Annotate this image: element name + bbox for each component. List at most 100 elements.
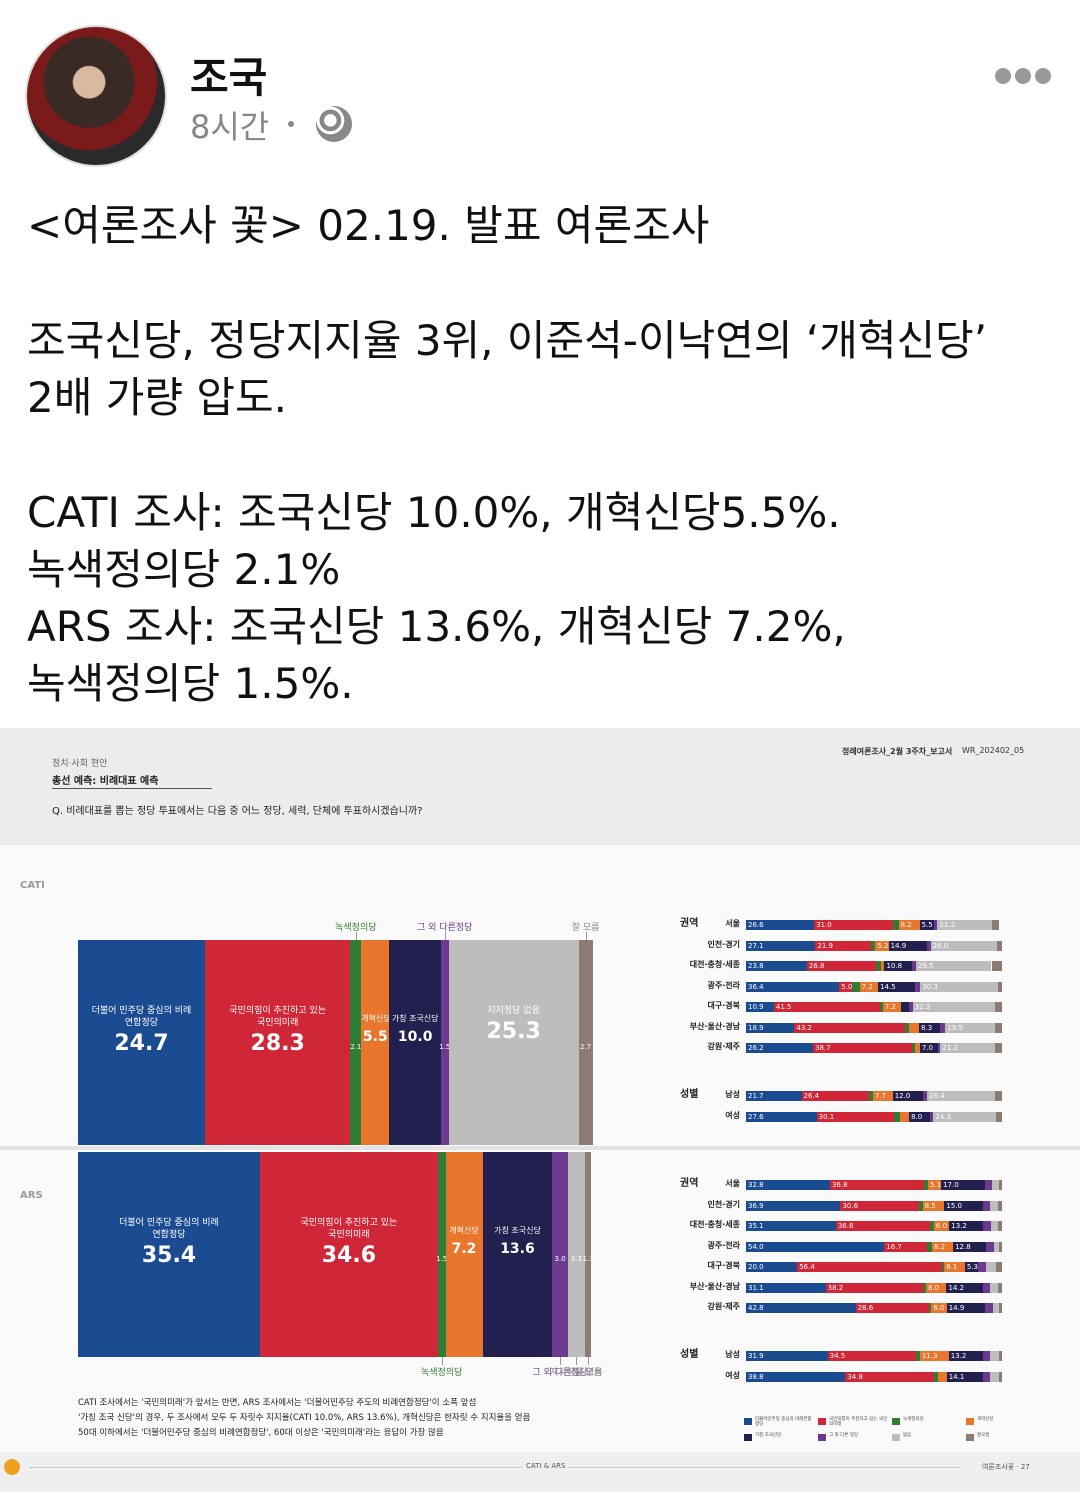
row-segment: [945, 1022, 996, 1033]
row-segment: [998, 1221, 1002, 1231]
legend-label: 잘모름: [977, 1433, 990, 1438]
segment-value: 13.6: [500, 1240, 535, 1257]
bar-segment: [578, 940, 593, 1145]
row-value: 34.8: [847, 1372, 863, 1381]
row-segment: [998, 1200, 1002, 1211]
legend-label: 더불어민주당 중심의 비례연합정당: [755, 1417, 812, 1427]
row-segment: [794, 1022, 905, 1033]
bar-segment: [78, 940, 205, 1145]
row-segment: [930, 1221, 934, 1231]
row-segment: [937, 920, 992, 930]
row-label: 여성: [725, 1370, 740, 1380]
row-segment: [872, 1091, 893, 1101]
row-value: 7.7: [874, 1092, 887, 1100]
segment-label-box: 가칭 조국신당 10.0: [389, 1013, 440, 1083]
row-segment: [880, 1002, 883, 1012]
row-segment: [926, 940, 931, 951]
row-segment: [884, 1241, 927, 1252]
row-value: 26.4: [929, 1092, 945, 1100]
row-value: 43.2: [796, 1023, 812, 1032]
outside-label: 잘 모름: [571, 923, 600, 933]
row-segment: [983, 1221, 991, 1231]
row-value: 56.4: [799, 1263, 815, 1271]
row-value: 10.9: [748, 1003, 764, 1011]
row-value: 42.8: [748, 1304, 764, 1312]
post-line: 녹색정의당 1.5%.: [27, 659, 354, 708]
row-segment: [993, 1241, 999, 1252]
row-label: 부산·울산·경남: [689, 1021, 740, 1031]
row-segment: [992, 1303, 999, 1313]
chart-title: ARS: [20, 1190, 43, 1201]
author-name[interactable]: 조국: [190, 53, 268, 102]
row-value: 19.5: [947, 1023, 964, 1032]
row-segment: [893, 920, 899, 930]
legend-label: 그 외 다른 정당: [829, 1433, 859, 1438]
footer-logo: [4, 1459, 20, 1475]
row-segment: [797, 1262, 942, 1272]
row-segment: [918, 1200, 923, 1211]
segment-label-box: 국민의힘이 추진하고 있는 국민의미래 28.3: [205, 1005, 350, 1075]
segment-name: 지지정당 없음: [487, 1005, 540, 1016]
row-segment: [855, 1303, 929, 1313]
row-segment: [998, 1303, 1002, 1313]
bar-segment: [440, 940, 449, 1145]
row-segment: [982, 1351, 991, 1361]
row-segment: [904, 1022, 909, 1033]
legend-swatch: [744, 1434, 752, 1441]
more-menu[interactable]: [995, 68, 1051, 86]
row-segment: [901, 1002, 909, 1012]
group-title: 성별: [680, 1349, 699, 1360]
row-segment: [878, 981, 916, 992]
legend-swatch: [892, 1434, 900, 1441]
row-segment: [933, 920, 938, 930]
row-segment: [919, 920, 934, 930]
row-segment: [990, 1371, 999, 1382]
row-value: 8.3: [921, 1023, 933, 1032]
row-value: 15.0: [946, 1201, 962, 1210]
row-segment: [953, 1241, 986, 1252]
post-line: <여론조사 꽃> 02.19. 발표 여론조사: [27, 201, 710, 250]
row-label: 인천·경기: [707, 939, 740, 949]
row-label: 강원·제주: [707, 1302, 740, 1311]
row-value: 21.9: [817, 941, 833, 950]
row-segment: [978, 1262, 987, 1272]
row-segment: [990, 1282, 999, 1293]
group-title: 성별: [680, 1089, 699, 1100]
legend-label: 개혁신당: [977, 1417, 994, 1422]
outside-label: 그 외 다른정당: [417, 923, 473, 933]
segment-label-box: 국민의힘이 추진하고 있는 국민의미래 34.6: [260, 1217, 438, 1287]
row-value: 20.0: [748, 1263, 764, 1271]
row-value: 29.5: [917, 962, 934, 970]
row-segment: [746, 1200, 841, 1211]
group-title: 권역: [680, 918, 699, 929]
row-label: 서울: [725, 1179, 740, 1188]
row-value: 8.5: [924, 1201, 936, 1210]
row-segment: [982, 1282, 991, 1293]
segment-value: 1.5: [439, 1042, 451, 1051]
row-value: 28.6: [857, 1304, 874, 1312]
row-value: 5.3: [966, 1263, 979, 1271]
row-value: 38.8: [748, 1372, 764, 1381]
bar-segment: [259, 1152, 438, 1357]
row-segment: [985, 1241, 994, 1252]
row-segment: [922, 1200, 945, 1211]
avatar[interactable]: [25, 25, 167, 167]
outside-line: [444, 932, 446, 940]
row-value: 30.3: [922, 982, 938, 991]
row-segment: [949, 1221, 984, 1231]
row-segment: [859, 981, 879, 992]
legend-label: 없음: [903, 1433, 912, 1438]
outside-line: [355, 932, 357, 940]
bar-segment: [552, 1152, 568, 1357]
row-segment: [898, 920, 920, 930]
row-segment: [908, 1022, 920, 1033]
row-segment: [835, 1221, 931, 1231]
row-segment: [997, 981, 1002, 992]
row-segment: [912, 961, 916, 971]
row-segment: [984, 1303, 993, 1313]
row-segment: [888, 940, 927, 951]
row-value: 5.0: [841, 982, 853, 991]
row-label: 남성: [725, 1350, 740, 1359]
row-segment: [998, 1180, 1002, 1190]
row-segment: [932, 1241, 954, 1252]
